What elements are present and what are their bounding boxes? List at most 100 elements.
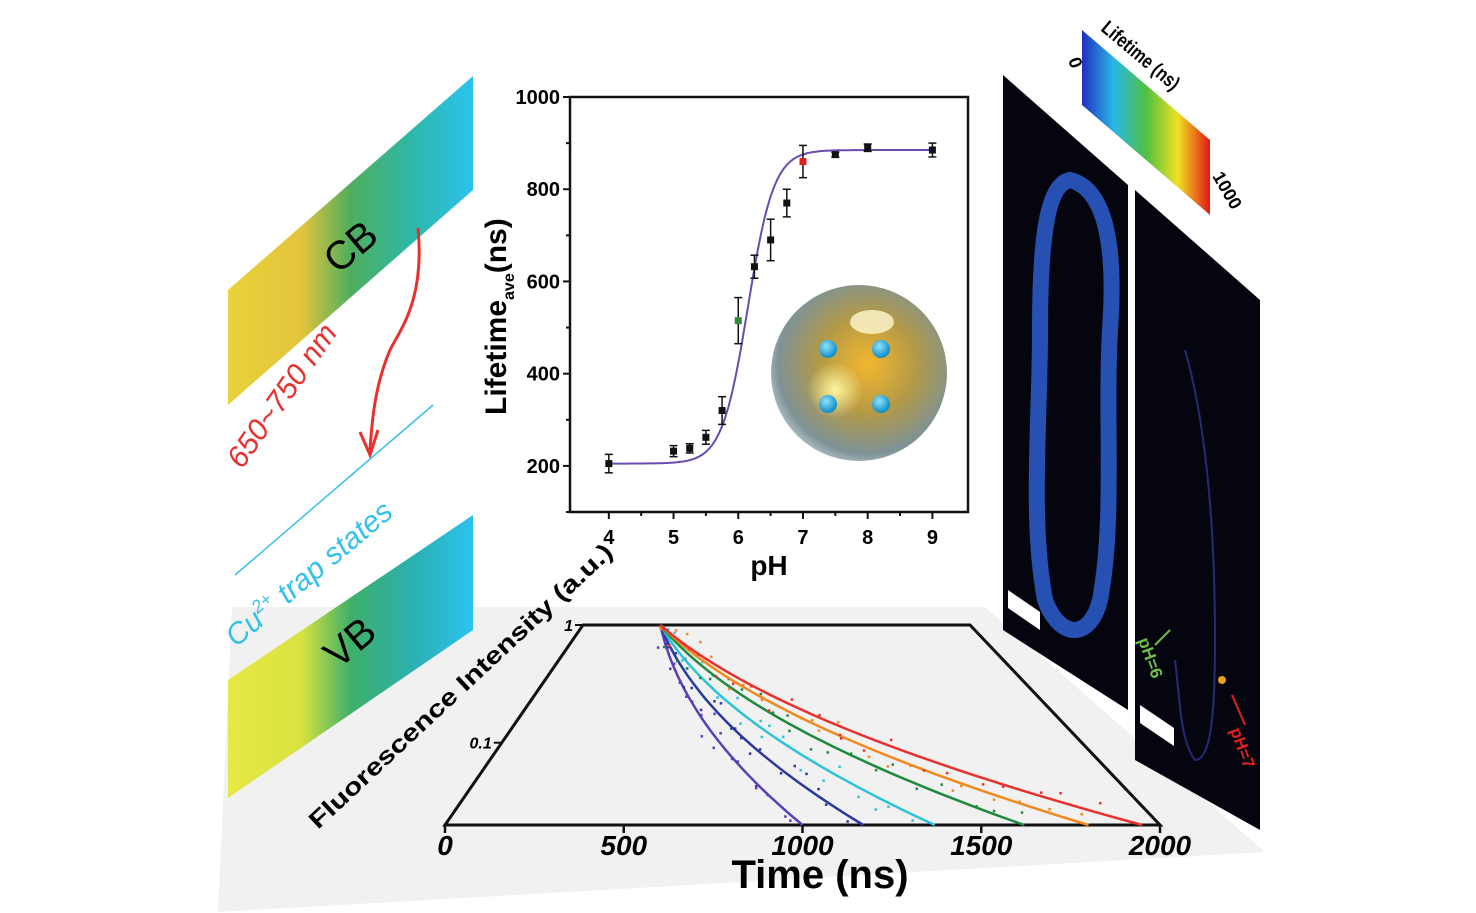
floor-plane: [218, 607, 1265, 912]
data-point: [750, 263, 758, 271]
decay-scatter-point: [740, 736, 743, 740]
colorbar-max: 1000: [1209, 168, 1246, 213]
decay-scatter-point: [754, 784, 758, 788]
decay-scatter-point: [728, 687, 731, 691]
decay-scatter-point: [768, 724, 771, 728]
emission-arrow: [368, 227, 421, 451]
decay-scatter-point: [672, 662, 676, 666]
decay-fit-curve: [659, 624, 864, 827]
decay-scatter-point: [836, 721, 840, 724]
decay-x-axis-label: Time (ns): [731, 853, 908, 897]
data-point: [831, 151, 839, 159]
data-point: [670, 447, 678, 455]
decay-scatter-point: [838, 733, 842, 737]
decay-scatter-point: [713, 712, 716, 716]
decay-scatter-point: [713, 700, 716, 703]
x-tick-label: 9: [927, 527, 938, 549]
decay-scatter-point: [922, 769, 926, 772]
conduction-band: [228, 76, 473, 405]
y-label-main: Lifetime: [480, 300, 513, 415]
decay-scatter-point: [710, 655, 713, 659]
scale-bar: [1008, 590, 1040, 630]
decay-fit-curve: [659, 624, 1089, 827]
decay-scatter-point: [789, 819, 792, 822]
decay-scatter-point: [951, 789, 955, 792]
image-panel-ph7: [1135, 190, 1260, 830]
cell-ring: [1028, 171, 1120, 638]
decay-scatter-point: [824, 803, 828, 806]
y-tick-label: 400: [527, 364, 560, 386]
decay-scatter-point: [712, 746, 715, 750]
decay-scatter-point: [1048, 807, 1051, 811]
sigmoid-fit-line: [608, 149, 933, 465]
x-tick-label: 7: [797, 527, 808, 549]
decay-scatter-point: [685, 695, 688, 698]
decay-scatter-point: [799, 768, 803, 772]
decay-scatter-point: [992, 809, 996, 813]
decay-scatter-point: [740, 688, 744, 691]
x-tick-label: 8: [862, 527, 873, 549]
decay-scatter-point: [719, 732, 722, 735]
decay-scatter-point: [867, 755, 871, 759]
decay-scatter-point: [1018, 800, 1021, 803]
decay-scatter-point: [767, 709, 771, 712]
data-point: [928, 146, 936, 154]
decay-scatter-point: [700, 735, 704, 738]
data-point: [605, 460, 613, 468]
trap-state-line: [234, 404, 434, 576]
decay-scatter-point: [818, 713, 821, 717]
decay-scatter-point: [788, 729, 791, 733]
y-label-unit: (ns): [480, 218, 513, 273]
lifetime-vs-ph-chart: 4 5 6 7 8 9 200 400 600 800 1000 pH Lifetimeave(ns…: [480, 87, 970, 581]
decay-scatter-point: [731, 682, 735, 686]
decay-scatter-point: [822, 779, 825, 782]
decay-scatter-point: [838, 765, 841, 769]
decay-scatter-point: [779, 772, 783, 775]
decay-scatter-point: [1080, 813, 1083, 816]
decay-scatter-point: [759, 719, 762, 723]
decay-scatter-point: [754, 786, 758, 790]
dot: [819, 340, 837, 358]
sphere: [771, 285, 947, 461]
decay-scatter-point: [940, 783, 944, 786]
y-tick-label: 600: [527, 271, 560, 293]
microscopy-panels: pH=6 pH=7 Lifetime (ns) 0 1000: [1003, 16, 1260, 830]
decay-scatter-point: [669, 667, 672, 671]
dot: [819, 395, 837, 413]
decay-scatter-point: [959, 784, 963, 788]
decay-scatter-point: [674, 629, 678, 632]
decay-scatter-point: [1020, 811, 1024, 814]
decay-scatter-point: [682, 685, 686, 689]
decay-scatter-point: [817, 729, 821, 732]
decay-scatter-point: [886, 765, 890, 768]
data-point: [783, 199, 791, 207]
decay-scatter-point: [748, 752, 752, 755]
decay-scatter-point: [1001, 785, 1005, 788]
y-label-sub: ave: [501, 273, 518, 300]
decay-scatter-point: [849, 752, 853, 755]
decay-scatter-point: [817, 787, 820, 791]
y-tick-label: 200: [527, 456, 560, 478]
decay-scatter-point: [786, 714, 789, 717]
decay-scatter-point: [758, 748, 762, 751]
decay-scatter-point: [810, 718, 814, 722]
decay-scatter-point: [666, 645, 670, 649]
decay-fit-curve: [659, 624, 936, 827]
decay-fit-curve: [659, 624, 804, 826]
decay-scatter-point: [759, 692, 763, 696]
decay-x-tick-label: 500: [600, 830, 647, 861]
data-point: [799, 158, 807, 166]
sphere-highlight: [850, 310, 894, 334]
decay-scatter-point: [701, 660, 704, 664]
decay-scatter-point: [666, 628, 670, 631]
data-point: [686, 444, 694, 452]
data-point: [734, 317, 742, 325]
decay-x-tick-label: 0: [437, 830, 453, 861]
decay-scatter-point: [699, 708, 703, 712]
decay-fit-curve: [659, 624, 1025, 827]
decay-scatter-point: [809, 748, 813, 751]
decay-scatter-point: [674, 652, 678, 655]
cell-outline: [1174, 349, 1217, 762]
decay-scatter-point: [992, 798, 996, 801]
